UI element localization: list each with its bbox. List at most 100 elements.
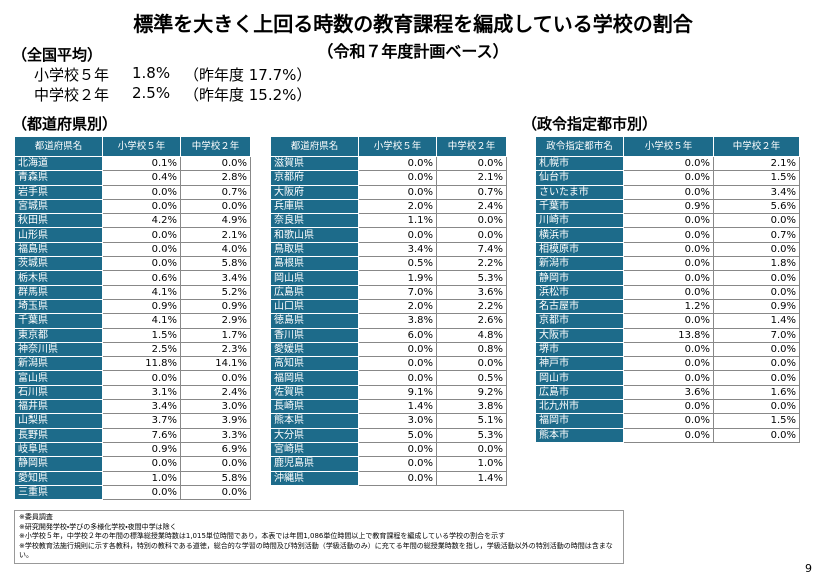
table-row: 大阪府 0.0% 0.7% [270, 184, 507, 200]
name-cell: 宮城県 [14, 198, 103, 215]
value-cell: 0.0% [102, 227, 181, 243]
value-cell: 2.6% [436, 313, 507, 329]
value-cell: 0.0% [358, 227, 437, 243]
value-cell: 0.0% [713, 341, 800, 358]
header-row: 都道府県名 小学校５年 中学校２年 [270, 136, 507, 157]
value-cell: 5.3% [436, 270, 507, 286]
header-cell: 小学校５年 [358, 136, 437, 157]
table-row: 長崎県 1.4% 3.8% [270, 399, 507, 415]
table-row: 静岡県 0.0% 0.0% [14, 456, 251, 472]
value-cell: 3.1% [102, 384, 181, 401]
name-cell: 大分県 [270, 427, 359, 443]
table-row: 福島県 0.0% 4.0% [14, 241, 251, 258]
name-cell: 広島県 [270, 284, 359, 300]
value-cell: 3.4% [102, 399, 181, 415]
name-cell: 山梨県 [14, 413, 103, 429]
name-cell: 浜松市 [535, 284, 624, 300]
table-row: 札幌市 0.0% 2.1% [535, 155, 800, 172]
table-row: 宮城県 0.0% 0.0% [14, 198, 251, 215]
value-cell: 3.4% [713, 184, 800, 200]
table-row: 熊本市 0.0% 0.0% [535, 427, 800, 443]
table-row: 徳島県 3.8% 2.6% [270, 313, 507, 329]
table-row: 北九州市 0.0% 0.0% [535, 399, 800, 415]
table-row: 名古屋市 1.2% 0.9% [535, 298, 800, 315]
header-cell: 中学校２年 [436, 136, 507, 157]
value-cell: 0.0% [623, 213, 714, 229]
value-cell: 2.2% [436, 298, 507, 315]
table-row: 千葉県 4.1% 2.9% [14, 313, 251, 329]
table-row: 千葉市 0.9% 5.6% [535, 198, 800, 215]
table-row: 堺市 0.0% 0.0% [535, 341, 800, 358]
name-cell: 埼玉県 [14, 298, 103, 315]
header-cell: 中学校２年 [713, 136, 800, 157]
value-cell: 0.0% [713, 399, 800, 415]
value-cell: 3.0% [180, 399, 251, 415]
value-cell: 0.0% [623, 170, 714, 186]
name-cell: 熊本市 [535, 427, 624, 443]
note: ※委員調査 [19, 513, 53, 521]
table-row: 富山県 0.0% 0.0% [14, 370, 251, 386]
name-cell: 群馬県 [14, 284, 103, 300]
value-cell: 0.0% [102, 184, 181, 200]
value-cell: 0.9% [713, 298, 800, 315]
value-cell: 5.0% [358, 427, 437, 443]
table-row: 香川県 6.0% 4.8% [270, 327, 507, 343]
value-cell: 0.0% [436, 155, 507, 172]
value-cell: 2.3% [180, 341, 251, 358]
name-cell: 鳥取県 [270, 241, 359, 258]
value-cell: 0.0% [713, 241, 800, 258]
name-cell: 島根県 [270, 256, 359, 272]
table-row: 和歌山県 0.0% 0.0% [270, 227, 507, 243]
table-row: 島根県 0.5% 2.2% [270, 256, 507, 272]
value-cell: 5.3% [436, 427, 507, 443]
value-cell: 4.1% [102, 313, 181, 329]
value-cell: 0.0% [180, 456, 251, 472]
name-cell: 大阪府 [270, 184, 359, 200]
table-row: 静岡市 0.0% 0.0% [535, 270, 800, 286]
value-cell: 0.0% [623, 313, 714, 329]
value-cell: 9.1% [358, 384, 437, 401]
name-cell: 川崎市 [535, 213, 624, 229]
name-cell: 滋賀県 [270, 155, 359, 172]
name-cell: 横浜市 [535, 227, 624, 243]
summary-cell: 2.5% [132, 84, 171, 102]
name-cell: 岡山市 [535, 370, 624, 386]
name-cell: 香川県 [270, 327, 359, 343]
value-cell: 4.9% [180, 213, 251, 229]
value-cell: 1.2% [623, 298, 714, 315]
header-cell: 政令指定都市名 [535, 136, 624, 157]
table-row: 広島市 3.6% 1.6% [535, 384, 800, 401]
value-cell: 0.9% [102, 298, 181, 315]
table-row: 川崎市 0.0% 0.0% [535, 213, 800, 229]
value-cell: 0.0% [358, 155, 437, 172]
value-cell: 3.3% [180, 427, 251, 443]
value-cell: 0.0% [713, 270, 800, 286]
summary-cell: 1.8% [132, 64, 171, 82]
value-cell: 2.2% [436, 256, 507, 272]
value-cell: 2.9% [180, 313, 251, 329]
value-cell: 5.1% [436, 413, 507, 429]
value-cell: 0.9% [102, 441, 181, 458]
table-row: 相模原市 0.0% 0.0% [535, 241, 800, 258]
name-cell: さいたま市 [535, 184, 624, 200]
value-cell: 1.6% [713, 384, 800, 401]
value-cell: 0.0% [102, 370, 181, 386]
value-cell: 0.0% [180, 370, 251, 386]
name-cell: 新潟市 [535, 256, 624, 272]
value-cell: 0.0% [623, 155, 714, 172]
name-cell: 宮崎県 [270, 441, 359, 458]
value-cell: 0.0% [623, 184, 714, 200]
name-cell: 札幌市 [535, 155, 624, 172]
value-cell: 0.0% [358, 184, 437, 200]
value-cell: 0.0% [623, 284, 714, 300]
name-cell: 新潟県 [14, 356, 103, 372]
summary-cell: 小学校５年 [34, 66, 110, 84]
value-cell: 2.1% [436, 170, 507, 186]
name-cell: 高知県 [270, 356, 359, 372]
table-row: 山口県 2.0% 2.2% [270, 298, 507, 315]
table-row: 山梨県 3.7% 3.9% [14, 413, 251, 429]
value-cell: 1.5% [102, 327, 181, 343]
header-cell: 小学校５年 [623, 136, 714, 157]
table-row: 高知県 0.0% 0.0% [270, 356, 507, 372]
